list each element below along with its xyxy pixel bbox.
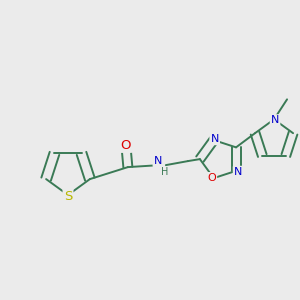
Text: N: N bbox=[271, 116, 279, 125]
Text: N: N bbox=[154, 156, 162, 166]
Text: O: O bbox=[207, 173, 216, 183]
Text: O: O bbox=[121, 139, 131, 152]
Text: N: N bbox=[211, 134, 219, 144]
Text: S: S bbox=[64, 190, 72, 202]
Text: N: N bbox=[234, 167, 242, 177]
Text: H: H bbox=[161, 167, 169, 177]
